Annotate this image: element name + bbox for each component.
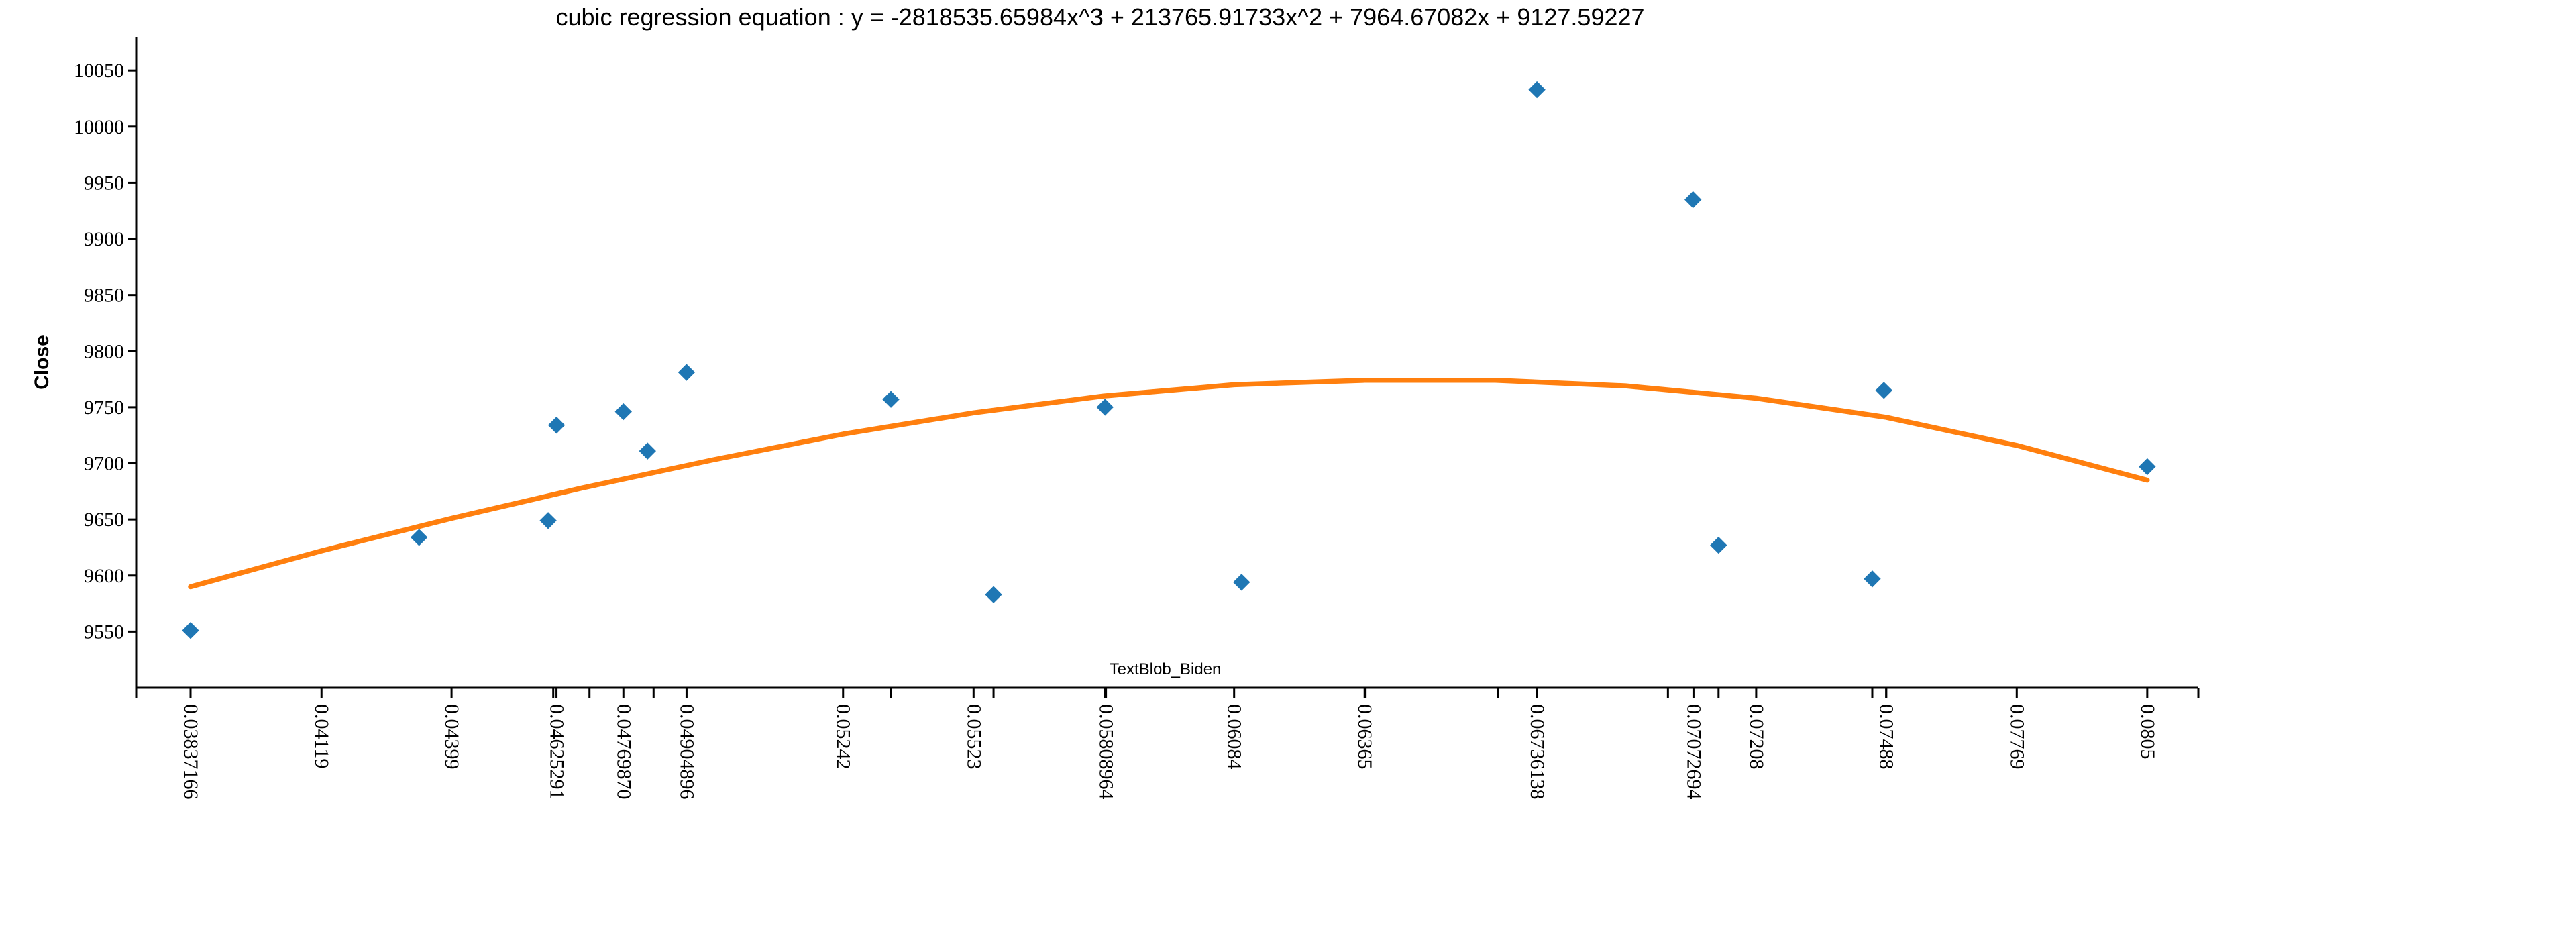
scatter-point xyxy=(539,512,557,529)
x-tick-label: 0.04119 xyxy=(311,704,333,768)
scatter-point xyxy=(1528,81,1546,99)
x-tick-label: 0.04769870 xyxy=(612,704,635,800)
y-tick-label: 9950 xyxy=(84,172,124,194)
y-tick-label: 9850 xyxy=(84,284,124,307)
x-tick-label: 0.07208 xyxy=(1746,704,1768,770)
scatter-point xyxy=(1096,399,1114,416)
plot-area: 9550 9600 9650 9700 9750 9800 9850 9900 9950 1000… xyxy=(74,37,2200,800)
scatter-point xyxy=(882,391,900,408)
y-tick-label: 9900 xyxy=(84,228,124,250)
scatter-point xyxy=(614,403,632,421)
y-tick-label: 9650 xyxy=(84,509,124,531)
x-tick-label: 0.07769 xyxy=(2006,704,2028,770)
scatter-point xyxy=(639,442,656,460)
y-tick-label: 9700 xyxy=(84,453,124,475)
y-tick-label: 9550 xyxy=(84,621,124,643)
scatter-point xyxy=(1864,570,1881,588)
x-tick-label: 0.06084 xyxy=(1224,704,1246,770)
scatter-point xyxy=(678,364,696,381)
scatter-point xyxy=(1684,191,1702,209)
scatter-point xyxy=(985,586,1002,603)
x-tick-label: 0.07488 xyxy=(1876,704,1898,770)
x-tick-label: 0.04399 xyxy=(441,704,463,770)
chart-title: cubic regression equation : y = -2818535… xyxy=(555,3,1644,31)
y-axis-label: Close xyxy=(31,335,53,390)
y-tick-label: 9750 xyxy=(84,397,124,419)
x-tick-label: 0.06365 xyxy=(1354,704,1376,770)
x-tick-label: 0.05523 xyxy=(963,704,985,770)
x-tick-label: 0.05808964 xyxy=(1095,704,1118,800)
scatter-point xyxy=(182,621,199,639)
scatter-point xyxy=(2139,458,2156,476)
y-tick-label: 10000 xyxy=(74,116,124,138)
y-tick-label: 10050 xyxy=(74,60,124,82)
x-tick-label: 0.06736138 xyxy=(1526,704,1548,800)
regression-line xyxy=(188,378,2150,590)
x-tick-label: 0.07072694 xyxy=(1682,704,1705,800)
scatter-point xyxy=(1875,382,1892,399)
x-tick-label: 0.03837166 xyxy=(180,704,202,800)
scatter-point xyxy=(1233,574,1250,591)
y-tick-label: 9800 xyxy=(84,340,124,362)
x-axis-label: TextBlob_Biden xyxy=(1110,660,1222,678)
scatter-point xyxy=(547,416,566,434)
x-tick-label: 0.04904896 xyxy=(676,704,698,800)
y-tick-label: 9600 xyxy=(84,565,124,587)
scatter-point xyxy=(1710,536,1727,554)
x-tick-label: 0.05242 xyxy=(833,704,855,770)
x-tick-label: 0.04625291 xyxy=(546,704,568,800)
x-tick-label: 0.0805 xyxy=(2137,704,2159,760)
scatter-point xyxy=(410,529,428,546)
